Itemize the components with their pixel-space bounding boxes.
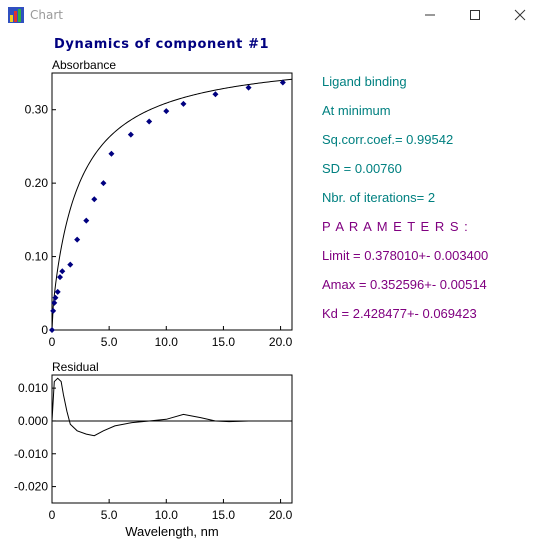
absorbance-ytick-label: 0.20	[25, 176, 49, 190]
absorbance-ytick-label: 0.30	[25, 103, 49, 117]
residual-plot-frame	[51, 374, 293, 504]
absorbance-ytick-label: 0.10	[25, 250, 49, 264]
residual-ytick-label: 0.000	[18, 414, 48, 428]
residual-line	[51, 377, 283, 437]
param-kd: Kd = 2.428477+- 0.069423	[322, 306, 477, 321]
absorbance-data-point	[67, 261, 74, 268]
param-amax: Amax = 0.352596+- 0.00514	[322, 277, 487, 292]
info-sd: SD = 0.00760	[322, 161, 402, 176]
absorbance-data-point	[279, 79, 286, 86]
absorbance-data-point	[74, 236, 81, 243]
parameters-header: P A R A M E T E R S :	[322, 219, 469, 234]
info-sq-corr: Sq.corr.coef.= 0.99542	[322, 132, 454, 147]
maximize-button[interactable]	[452, 0, 498, 30]
absorbance-data-point	[163, 108, 170, 115]
absorbance-xtick-label: 10.0	[155, 335, 179, 349]
info-iterations: Nbr. of iterations= 2	[322, 190, 436, 205]
absorbance-fit-line	[51, 78, 293, 331]
info-model: Ligand binding	[322, 74, 407, 89]
residual-ytick-label: -0.020	[14, 480, 48, 494]
absorbance-chart: Absorbance 0 0.10 0.20 0.30 0 5.0 10.0 15.0 20.0	[25, 58, 293, 349]
window-title: Chart	[30, 8, 63, 22]
residual-ytick-label: -0.010	[14, 447, 48, 461]
absorbance-xtick-label: 20.0	[269, 335, 293, 349]
residual-title: Residual	[52, 360, 99, 374]
maximize-icon	[470, 10, 480, 20]
absorbance-xtick-label: 0	[49, 335, 56, 349]
absorbance-data-point	[127, 131, 134, 138]
window-titlebar: Chart	[0, 0, 543, 30]
absorbance-data-point	[57, 274, 63, 281]
absorbance-data-point	[50, 307, 57, 314]
absorbance-xtick-label: 5.0	[101, 335, 118, 349]
minimize-button[interactable]	[407, 0, 453, 30]
absorbance-data-point	[146, 118, 153, 125]
absorbance-data-point	[180, 100, 187, 107]
chart-app-icon[interactable]	[8, 7, 24, 23]
absorbance-data-point	[52, 294, 59, 301]
absorbance-data-point	[54, 288, 61, 295]
absorbance-data-point	[83, 217, 90, 224]
absorbance-title: Absorbance	[52, 58, 116, 72]
absorbance-data-point	[212, 91, 219, 98]
info-mode: At minimum	[322, 103, 391, 118]
chart-title: Dynamics of component #1	[54, 37, 270, 52]
absorbance-plot-frame	[51, 72, 293, 331]
residual-ytick-label: 0.010	[18, 381, 48, 395]
residual-xtick-label: 10.0	[155, 508, 179, 522]
residual-xtick-label: 0	[49, 508, 56, 522]
absorbance-data-point	[100, 180, 107, 187]
minimize-icon	[425, 14, 435, 16]
absorbance-data-point	[91, 196, 98, 203]
absorbance-data-point	[59, 268, 66, 275]
absorbance-ytick-label: 0	[41, 323, 48, 337]
absorbance-xtick-label: 15.0	[212, 335, 236, 349]
absorbance-data-point	[49, 327, 55, 333]
absorbance-data-point	[245, 84, 252, 91]
absorbance-data-point	[108, 150, 115, 157]
residual-xtick-label: 5.0	[101, 508, 118, 522]
close-button[interactable]	[497, 0, 543, 30]
close-icon	[514, 9, 526, 21]
param-limit: Limit = 0.378010+- 0.003400	[322, 248, 489, 263]
absorbance-data-point	[51, 299, 58, 306]
residual-xtick-label: 20.0	[269, 508, 293, 522]
residual-xtick-label: 15.0	[212, 508, 236, 522]
residual-xlabel: Wavelength, nm	[125, 524, 218, 539]
